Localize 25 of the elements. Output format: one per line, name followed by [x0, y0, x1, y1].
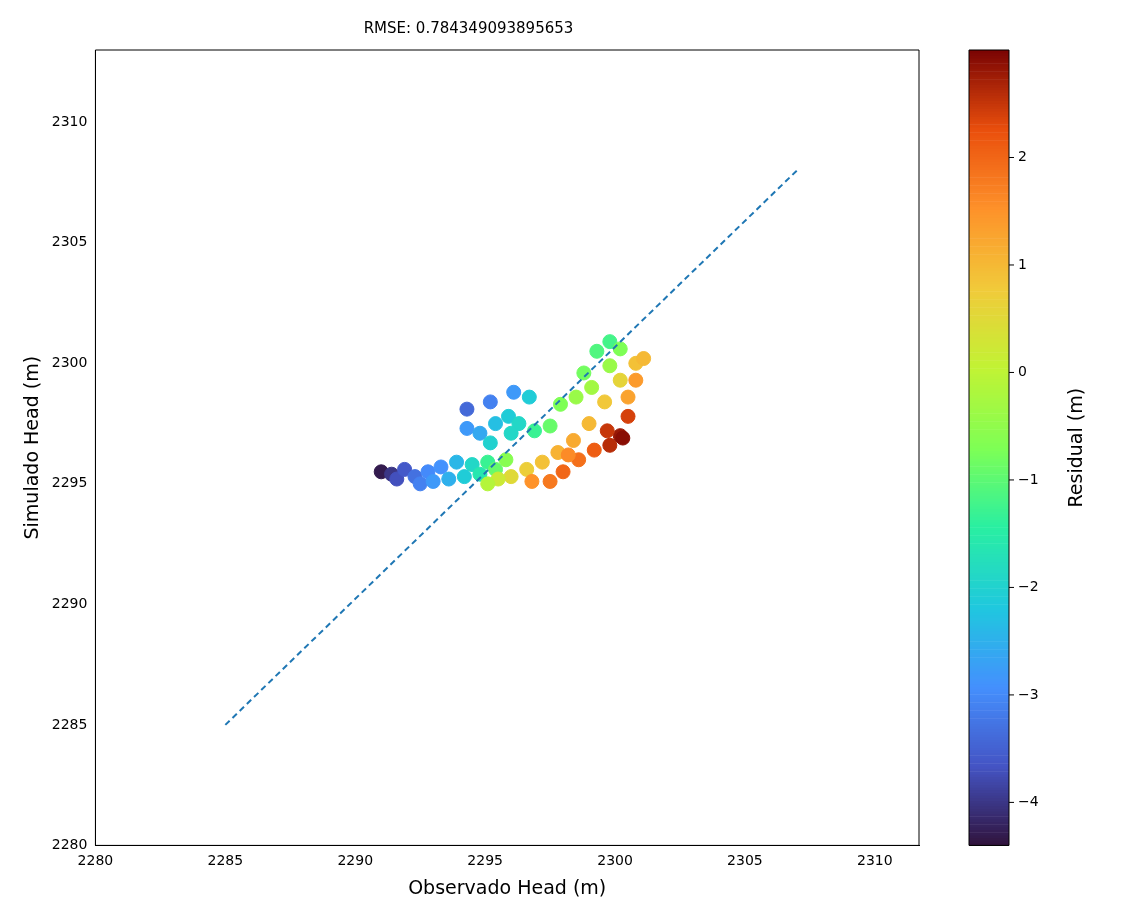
- y-tick-label: 2280: [51, 836, 88, 853]
- x-axis-title: Observado Head (m): [408, 875, 607, 898]
- y-tick-label: 2300: [51, 353, 88, 370]
- x-tick-label: 2305: [727, 852, 763, 869]
- x-tick-label: 2280: [77, 852, 114, 869]
- color-bar-label: −2: [1018, 578, 1039, 595]
- x-tick-label: 2300: [597, 852, 633, 869]
- y-tick-label: 2285: [51, 715, 88, 732]
- y-tick-label: 2310: [51, 112, 88, 129]
- x-tick-label: 2290: [337, 852, 374, 869]
- x-tick-label: 2310: [857, 852, 893, 869]
- color-bar-title: Residual (m): [1063, 387, 1086, 508]
- chart-title: RMSE: 0.784349093895653: [363, 18, 574, 37]
- color-bar-label: −4: [1018, 793, 1039, 810]
- color-bar-label: −1: [1018, 470, 1039, 487]
- color-bar-label: 2: [1018, 148, 1027, 165]
- color-bar-label: −3: [1018, 685, 1039, 702]
- y-axis-title: Simulado Head (m): [20, 355, 43, 540]
- x-tick-label: 2285: [207, 852, 244, 869]
- color-bar-label: 0: [1018, 363, 1027, 380]
- color-bar-label: 1: [1018, 255, 1027, 272]
- y-tick-label: 2305: [51, 233, 88, 250]
- y-tick-label: 2290: [51, 595, 88, 612]
- y-tick-label: 2295: [51, 474, 88, 491]
- x-tick-label: 2295: [467, 852, 503, 869]
